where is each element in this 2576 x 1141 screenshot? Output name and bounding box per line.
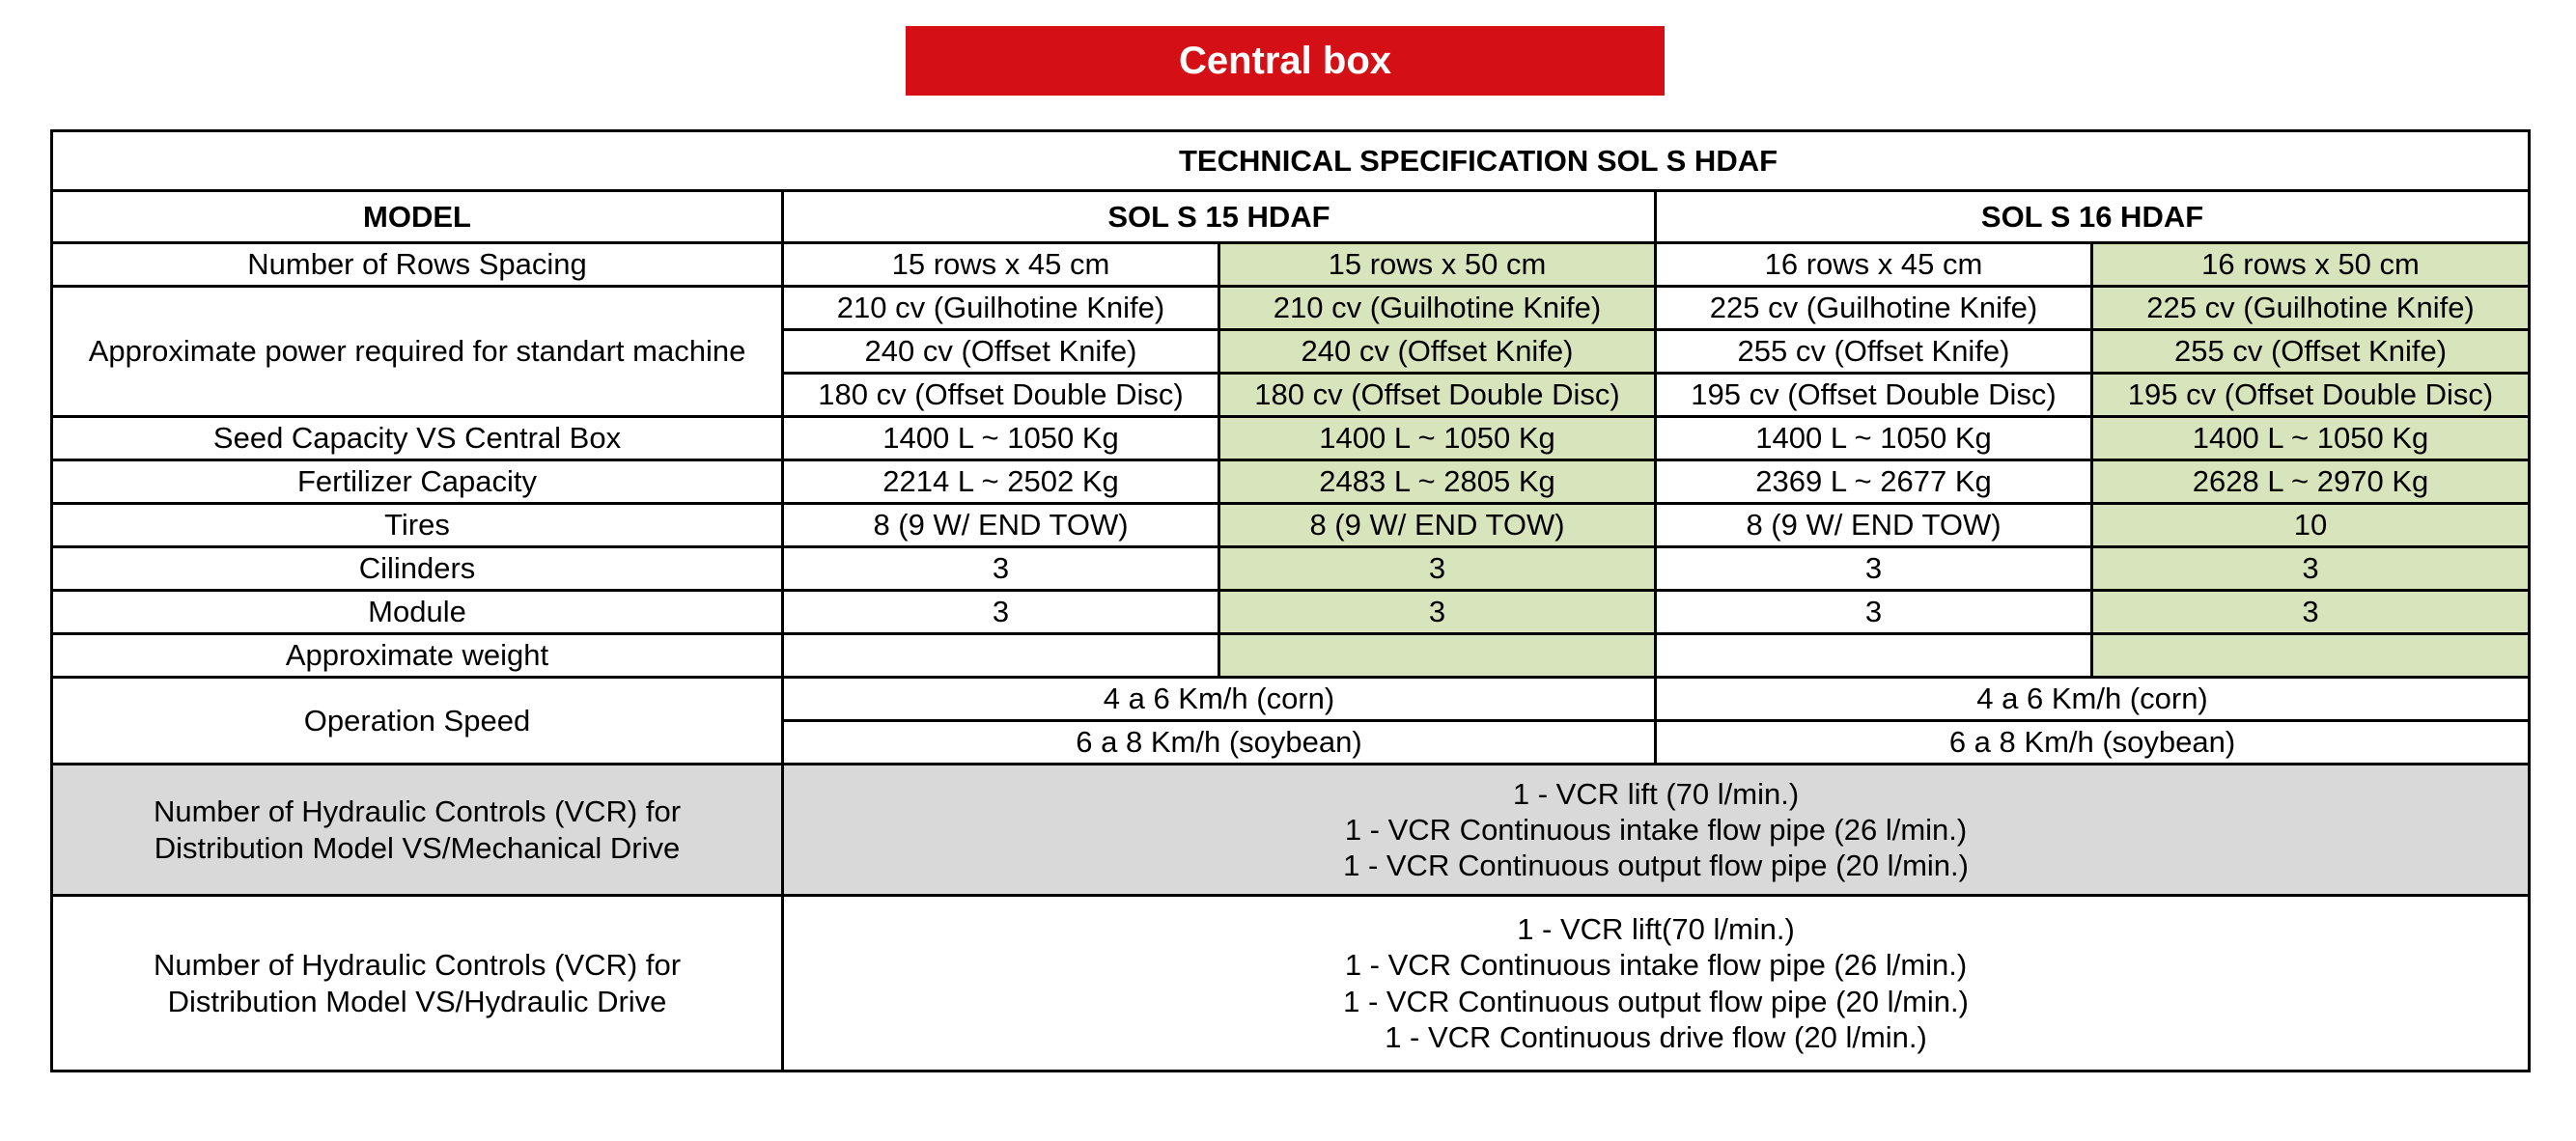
row-label: Approximate weight <box>50 632 784 679</box>
table-row: Tires 8 (9 W/ END TOW) 8 (9 W/ END TOW) … <box>50 502 2532 548</box>
cell: 3 <box>2089 589 2532 635</box>
cell: 1400 L ~ 1050 Kg <box>1218 415 1657 461</box>
cell: 15 rows x 50 cm <box>1218 241 1657 288</box>
cell: 1 - VCR lift (70 l/min.) 1 - VCR Continu… <box>780 763 2532 897</box>
cell: 210 cv (Guilhotine Knife) <box>781 285 1220 331</box>
row-label: Approximate power required for standart … <box>50 285 784 418</box>
table-row: Approximate weight <box>50 632 2532 679</box>
cell: 1400 L ~ 1050 Kg <box>1654 415 2093 461</box>
cell: 3 <box>1218 589 1657 635</box>
row-label: Operation Speed <box>50 676 784 765</box>
cell: 1400 L ~ 1050 Kg <box>781 415 1220 461</box>
cell: 3 <box>781 589 1220 635</box>
label-line: Number of Hydraulic Controls (VCR) for <box>153 948 682 983</box>
label-line: Distribution Model VS/Mechanical Drive <box>154 830 681 865</box>
row-label: Seed Capacity VS Central Box <box>50 415 784 461</box>
cell: 1400 L ~ 1050 Kg <box>2089 415 2532 461</box>
table-row: Fertilizer Capacity 2214 L ~ 2502 Kg 248… <box>50 459 2532 505</box>
cell <box>781 632 1220 679</box>
cell: 4 a 6 Km/h (corn) <box>781 676 1657 722</box>
row-label: Number of Hydraulic Controls (VCR) for D… <box>50 894 784 1072</box>
text-line: 1 - VCR Continuous output flow pipe (20 … <box>1343 849 1969 883</box>
cell: 3 <box>1654 545 2093 592</box>
cell: 180 cv (Offset Double Disc) <box>781 372 1220 418</box>
text-line: 1 - VCR lift(70 l/min.) <box>1517 912 1795 947</box>
cell: 8 (9 W/ END TOW) <box>1218 502 1657 548</box>
label-line: Distribution Model VS/Hydraulic Drive <box>167 984 667 1018</box>
cell: 225 cv (Guilhotine Knife) <box>2089 285 2532 331</box>
table-row: Cilinders 3 3 3 3 <box>50 545 2532 592</box>
model-b-header: SOL S 16 HDAF <box>1653 189 2532 244</box>
row-label: Cilinders <box>50 545 784 592</box>
text-line: 1 - VCR Continuous intake flow pipe (26 … <box>1344 948 1968 983</box>
cell: 195 cv (Offset Double Disc) <box>1654 372 2093 418</box>
cell: 15 rows x 45 cm <box>781 241 1220 288</box>
central-box-banner: Central box <box>906 26 1665 96</box>
table-row: Seed Capacity VS Central Box 1400 L ~ 10… <box>50 415 2532 461</box>
table-row: Number of Hydraulic Controls (VCR) for D… <box>50 894 2532 1072</box>
cell: 2628 L ~ 2970 Kg <box>2089 459 2532 505</box>
cell: 255 cv (Offset Knife) <box>2089 328 2532 375</box>
row-label: Number of Hydraulic Controls (VCR) for D… <box>50 763 784 897</box>
text-line: 1 - VCR Continuous intake flow pipe (26 … <box>1344 812 1968 847</box>
table-row: Operation Speed 4 a 6 Km/h (corn) 4 a 6 … <box>50 676 2532 765</box>
row-label: Number of Rows Spacing <box>50 241 784 288</box>
model-header-row: MODEL SOL S 15 HDAF SOL S 16 HDAF <box>50 189 2532 244</box>
cell: 3 <box>1654 589 2093 635</box>
cell: 3 <box>781 545 1220 592</box>
cell: 240 cv (Offset Knife) <box>781 328 1220 375</box>
cell: 180 cv (Offset Double Disc) <box>1218 372 1657 418</box>
cell: 3 <box>2089 545 2532 592</box>
table-row: Module 3 3 3 3 <box>50 589 2532 635</box>
spec-table: TECHNICAL SPECIFICATION SOL S HDAF MODEL… <box>49 129 2532 1072</box>
cell: 6 a 8 Km/h (soybean) <box>781 719 1657 765</box>
cell: 8 (9 W/ END TOW) <box>781 502 1220 548</box>
row-label: Tires <box>50 502 784 548</box>
table-row: 180 cv (Offset Double Disc) 180 cv (Offs… <box>52 372 2532 418</box>
table-row: 240 cv (Offset Knife) 240 cv (Offset Kni… <box>52 328 2532 375</box>
cell: 195 cv (Offset Double Disc) <box>2089 372 2532 418</box>
cell: 255 cv (Offset Knife) <box>1654 328 2093 375</box>
model-a-header: SOL S 15 HDAF <box>781 189 1657 244</box>
cell: 2369 L ~ 2677 Kg <box>1654 459 2093 505</box>
cell: 8 (9 W/ END TOW) <box>1654 502 2093 548</box>
table-row: Number of Rows Spacing 15 rows x 45 cm 1… <box>50 241 2532 288</box>
row-label: Module <box>50 589 784 635</box>
cell: 10 <box>2089 502 2532 548</box>
cell: 2214 L ~ 2502 Kg <box>781 459 1220 505</box>
row-label: Fertilizer Capacity <box>50 459 784 505</box>
cell <box>1218 632 1657 679</box>
cell: 1 - VCR lift(70 l/min.) 1 - VCR Continuo… <box>780 894 2532 1072</box>
cell: 6 a 8 Km/h (soybean) <box>1653 719 2532 765</box>
table-row: 6 a 8 Km/h (soybean) 6 a 8 Km/h (soybean… <box>52 719 2532 765</box>
cell: 4 a 6 Km/h (corn) <box>1653 676 2532 722</box>
cell: 225 cv (Guilhotine Knife) <box>1654 285 2093 331</box>
title-row: TECHNICAL SPECIFICATION SOL S HDAF <box>49 129 2532 192</box>
text-line: 1 - VCR Continuous output flow pipe (20 … <box>1343 984 1969 1018</box>
cell: 2483 L ~ 2805 Kg <box>1218 459 1657 505</box>
cell: 3 <box>1218 545 1657 592</box>
cell <box>2089 632 2532 679</box>
spec-title: TECHNICAL SPECIFICATION SOL S HDAF <box>49 129 2532 192</box>
text-line: 1 - VCR lift (70 l/min.) <box>1512 776 1800 811</box>
table-row: Approximate power required for standart … <box>50 285 2532 418</box>
model-label: MODEL <box>50 189 784 244</box>
cell: 16 rows x 45 cm <box>1654 241 2093 288</box>
label-line: Number of Hydraulic Controls (VCR) for <box>153 794 682 829</box>
cell <box>1654 632 2093 679</box>
text-line: 1 - VCR Continuous drive flow (20 l/min.… <box>1385 1019 1927 1054</box>
cell: 16 rows x 50 cm <box>2089 241 2532 288</box>
cell: 210 cv (Guilhotine Knife) <box>1218 285 1657 331</box>
cell: 240 cv (Offset Knife) <box>1218 328 1657 375</box>
table-row: Number of Hydraulic Controls (VCR) for D… <box>50 763 2532 897</box>
